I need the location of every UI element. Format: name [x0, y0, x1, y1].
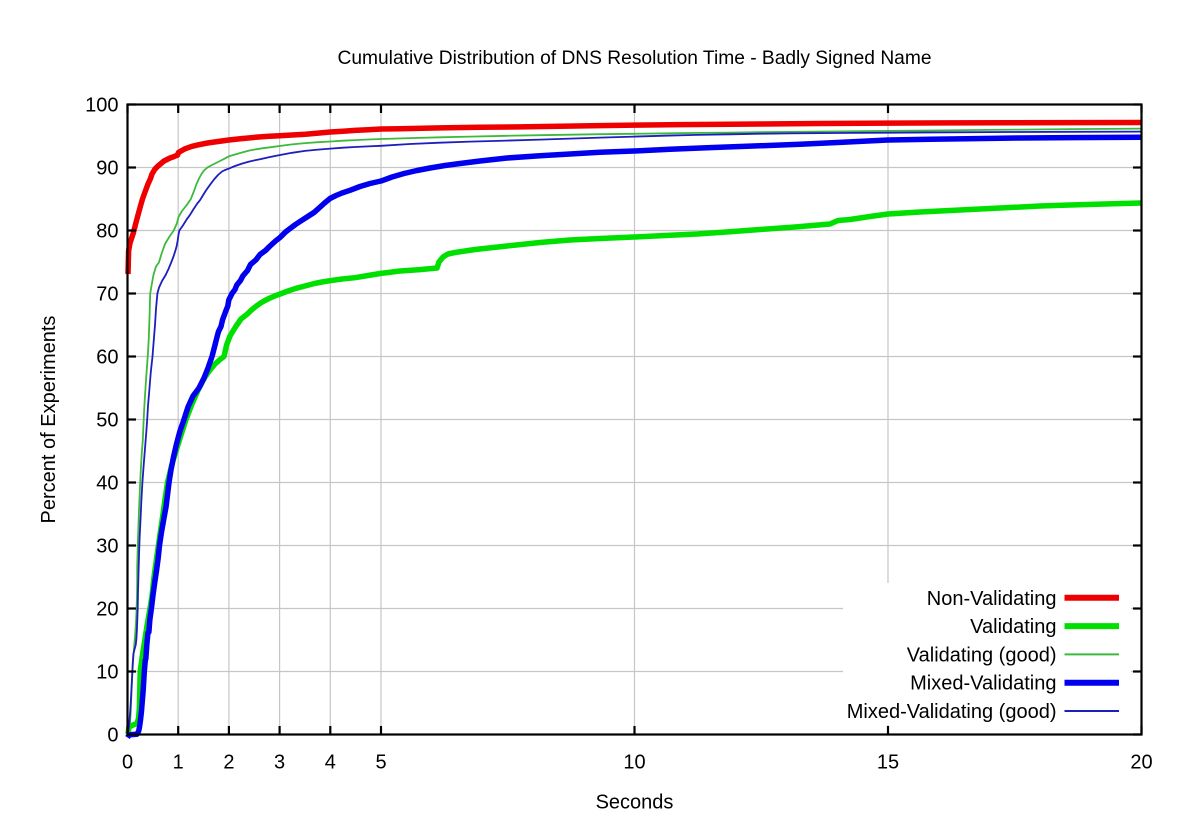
svg-text:Seconds: Seconds: [596, 792, 674, 814]
svg-text:30: 30: [96, 536, 118, 558]
svg-text:5: 5: [375, 752, 386, 774]
svg-text:4: 4: [325, 752, 336, 774]
svg-text:20: 20: [96, 599, 118, 621]
svg-text:Validating (good): Validating (good): [907, 644, 1057, 666]
svg-text:50: 50: [96, 410, 118, 432]
svg-text:Validating: Validating: [970, 616, 1056, 638]
svg-text:2: 2: [223, 752, 234, 774]
svg-text:100: 100: [85, 95, 118, 117]
svg-text:Mixed-Validating: Mixed-Validating: [910, 673, 1056, 695]
svg-text:Non-Validating: Non-Validating: [927, 588, 1057, 610]
svg-text:15: 15: [877, 752, 899, 774]
svg-text:0: 0: [107, 725, 118, 747]
svg-text:10: 10: [623, 752, 645, 774]
svg-text:80: 80: [96, 221, 118, 243]
svg-text:Cumulative Distribution of DNS: Cumulative Distribution of DNS Resolutio…: [338, 48, 932, 69]
svg-text:40: 40: [96, 473, 118, 495]
svg-text:90: 90: [96, 158, 118, 180]
svg-text:10: 10: [96, 662, 118, 684]
svg-text:3: 3: [274, 752, 285, 774]
svg-text:60: 60: [96, 347, 118, 369]
svg-text:Percent of Experiments: Percent of Experiments: [38, 316, 60, 524]
svg-text:20: 20: [1130, 752, 1152, 774]
svg-text:0: 0: [122, 752, 133, 774]
svg-text:70: 70: [96, 284, 118, 306]
svg-text:1: 1: [173, 752, 184, 774]
svg-text:Mixed-Validating (good): Mixed-Validating (good): [847, 701, 1057, 723]
